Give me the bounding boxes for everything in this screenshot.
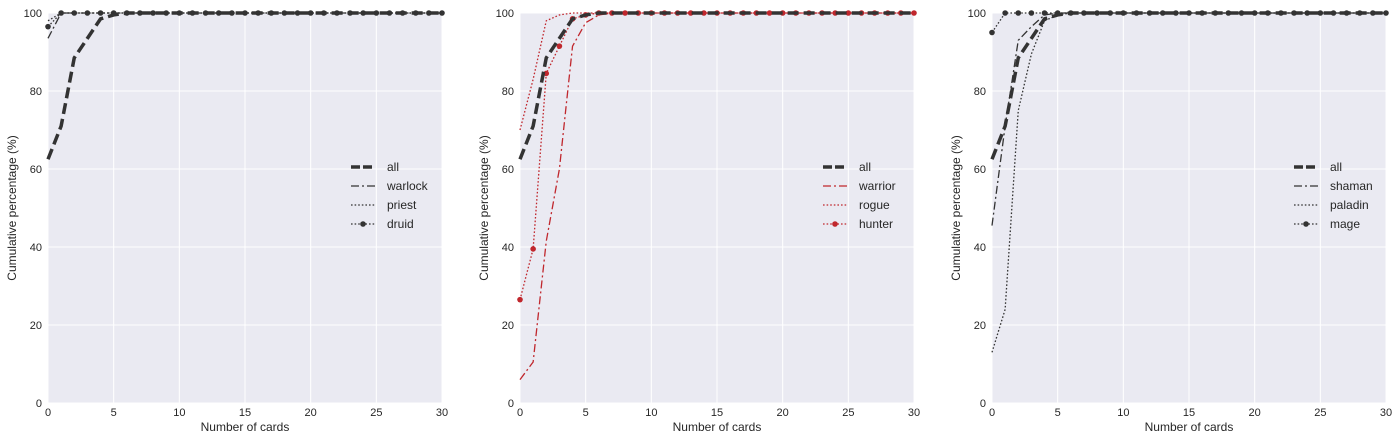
y-tick-label: 80 xyxy=(30,86,42,98)
y-tick-label: 0 xyxy=(508,398,514,410)
y-axis-label: Cumulative percentage (%) xyxy=(5,135,19,280)
data-point xyxy=(766,10,773,16)
legend-label: warrior xyxy=(858,179,896,193)
x-tick-label: 25 xyxy=(1314,407,1326,419)
x-tick-label: 30 xyxy=(1380,407,1392,419)
x-tick-label: 25 xyxy=(370,407,382,419)
x-axis-label: Number of cards xyxy=(1145,420,1234,434)
y-tick-label: 100 xyxy=(496,8,514,20)
y-tick-label: 100 xyxy=(968,8,986,20)
data-point xyxy=(517,296,523,303)
y-tick-label: 0 xyxy=(980,398,986,410)
y-tick-label: 60 xyxy=(30,164,42,176)
legend-label: druid xyxy=(387,217,414,231)
legend-label: warlock xyxy=(386,179,429,193)
data-point xyxy=(150,10,156,16)
y-tick-label: 20 xyxy=(502,320,514,332)
x-tick-label: 0 xyxy=(45,407,51,419)
data-point xyxy=(845,10,852,16)
y-tick-label: 40 xyxy=(974,242,986,254)
data-point xyxy=(530,246,536,252)
legend-label: rogue xyxy=(859,198,890,212)
x-axis-label: Number of cards xyxy=(673,420,762,434)
x-tick-label: 20 xyxy=(777,407,789,419)
y-tick-label: 0 xyxy=(36,398,42,410)
x-tick-label: 25 xyxy=(842,407,854,419)
x-tick-label: 15 xyxy=(1183,407,1195,419)
legend-label: mage xyxy=(1330,217,1360,231)
x-tick-label: 15 xyxy=(711,407,723,419)
series-line-all xyxy=(46,11,442,160)
y-tick-label: 60 xyxy=(974,164,986,176)
series-line-all xyxy=(990,11,1386,160)
y-tick-label: 40 xyxy=(30,242,42,254)
data-point xyxy=(71,10,78,16)
x-tick-label: 0 xyxy=(517,407,523,419)
x-tick-label: 5 xyxy=(1055,407,1061,419)
data-point xyxy=(622,10,628,16)
x-tick-label: 5 xyxy=(583,407,589,419)
data-point xyxy=(989,29,995,36)
data-point xyxy=(1015,10,1022,16)
legend-label: paladin xyxy=(1330,198,1369,212)
data-point xyxy=(556,43,563,49)
x-tick-label: 10 xyxy=(1117,407,1129,419)
x-axis-label: Number of cards xyxy=(201,420,290,434)
x-tick-label: 20 xyxy=(305,407,317,419)
x-tick-label: 15 xyxy=(239,407,251,419)
legend-label: shaman xyxy=(1330,179,1373,193)
y-tick-label: 40 xyxy=(502,242,514,254)
data-point xyxy=(294,10,301,16)
legend-label: all xyxy=(1330,160,1342,174)
legend-label: all xyxy=(387,160,399,174)
y-tick-label: 80 xyxy=(974,86,986,98)
series-line-all xyxy=(518,11,914,160)
x-tick-label: 30 xyxy=(908,407,920,419)
chart-panel-2: 0 5 10 15 20 25 30 0 20 40 60 80 100 Number of cards C… xyxy=(477,8,920,434)
y-tick-label: 20 xyxy=(974,320,986,332)
legend-label: priest xyxy=(387,198,417,212)
x-tick-label: 10 xyxy=(645,407,657,419)
x-tick-label: 20 xyxy=(1249,407,1261,419)
data-point xyxy=(45,23,51,30)
legend: all warrior rogue hunter xyxy=(823,160,896,231)
y-tick-label: 100 xyxy=(24,8,42,20)
y-tick-label: 60 xyxy=(502,164,514,176)
data-point xyxy=(1002,10,1008,16)
x-tick-label: 10 xyxy=(173,407,185,419)
y-axis-label: Cumulative percentage (%) xyxy=(949,135,963,280)
legend-marker xyxy=(1303,221,1309,227)
legend-label: hunter xyxy=(859,217,893,231)
chart-panel-3: 0 5 10 15 20 25 30 0 20 40 60 80 100 Number of cards C… xyxy=(949,8,1392,434)
y-axis-label: Cumulative percentage (%) xyxy=(477,135,491,280)
legend: all shaman paladin mage xyxy=(1294,160,1373,231)
x-tick-label: 5 xyxy=(111,407,117,419)
legend-marker xyxy=(832,221,838,227)
y-tick-label: 20 xyxy=(30,320,42,332)
legend-marker xyxy=(360,221,366,227)
data-point xyxy=(1028,10,1035,16)
legend: all warlock priest druid xyxy=(351,160,429,231)
y-tick-label: 80 xyxy=(502,86,514,98)
data-point xyxy=(911,10,917,16)
x-tick-label: 0 xyxy=(989,407,995,419)
x-tick-label: 30 xyxy=(436,407,448,419)
chart-panel-1: 0 5 10 15 20 25 30 0 20 40 60 80 100 Number of cards C… xyxy=(5,8,448,434)
legend-label: all xyxy=(859,160,871,174)
